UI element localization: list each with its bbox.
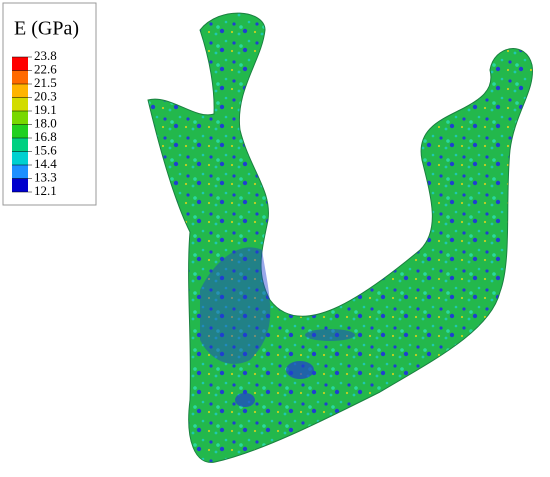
low-modulus-patch	[286, 361, 314, 379]
legend-label: 14.4	[34, 156, 57, 171]
legend-swatch	[12, 70, 28, 84]
legend-swatch	[12, 178, 28, 192]
legend-label: 15.6	[34, 142, 57, 157]
low-modulus-patch	[305, 329, 355, 341]
legend-swatch	[12, 57, 28, 71]
legend-swatch	[12, 124, 28, 138]
legend-label: 19.1	[34, 102, 57, 117]
legend-label: 22.6	[34, 61, 57, 76]
legend-label: 23.8	[34, 48, 57, 63]
low-modulus-patch	[235, 393, 255, 407]
legend-scale: 23.822.621.520.319.118.016.815.614.413.3…	[12, 48, 57, 198]
legend-label: 12.1	[34, 183, 57, 198]
legend-label: 18.0	[34, 115, 57, 130]
legend-swatch	[12, 97, 28, 111]
legend-label: 20.3	[34, 88, 57, 103]
legend-label: 13.3	[34, 169, 57, 184]
mandible-shadow	[200, 247, 271, 364]
legend-swatch	[12, 165, 28, 179]
legend-swatch	[12, 138, 28, 152]
legend-swatch	[12, 151, 28, 165]
legend-label: 16.8	[34, 129, 57, 144]
mandible-model	[147, 12, 533, 463]
legend-label: 21.5	[34, 75, 57, 90]
legend-swatch	[12, 111, 28, 125]
legend-title: E (GPa)	[14, 18, 79, 40]
legend-swatch	[12, 84, 28, 98]
